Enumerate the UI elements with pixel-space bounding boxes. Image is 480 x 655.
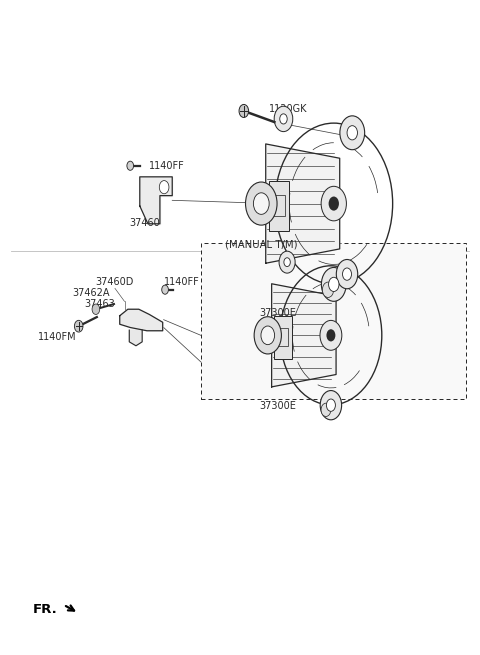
Circle shape bbox=[321, 403, 331, 417]
Circle shape bbox=[162, 285, 168, 294]
Polygon shape bbox=[272, 284, 336, 387]
Text: 37462A: 37462A bbox=[72, 288, 110, 298]
Circle shape bbox=[322, 267, 346, 301]
Polygon shape bbox=[140, 177, 172, 224]
Circle shape bbox=[245, 182, 277, 225]
Circle shape bbox=[340, 116, 365, 150]
Text: 1140FF: 1140FF bbox=[149, 161, 185, 171]
Text: 1120GK: 1120GK bbox=[269, 103, 307, 113]
Text: 1140FF: 1140FF bbox=[164, 277, 199, 287]
Bar bbox=[278, 328, 288, 346]
Text: 1140FM: 1140FM bbox=[38, 332, 77, 342]
Polygon shape bbox=[129, 330, 142, 346]
Bar bbox=[273, 195, 285, 217]
Circle shape bbox=[321, 186, 347, 221]
FancyBboxPatch shape bbox=[274, 316, 292, 359]
Circle shape bbox=[323, 282, 334, 297]
Circle shape bbox=[280, 114, 287, 124]
Text: (MANUAL T/M): (MANUAL T/M) bbox=[225, 239, 297, 250]
Circle shape bbox=[274, 106, 293, 132]
Circle shape bbox=[336, 259, 358, 289]
Text: 37300E: 37300E bbox=[260, 401, 297, 411]
Circle shape bbox=[284, 258, 290, 267]
Circle shape bbox=[326, 399, 336, 411]
Circle shape bbox=[279, 251, 295, 273]
Polygon shape bbox=[266, 144, 340, 263]
Circle shape bbox=[326, 329, 336, 341]
Text: FR.: FR. bbox=[33, 603, 57, 616]
Circle shape bbox=[253, 193, 269, 214]
Circle shape bbox=[254, 317, 281, 354]
Circle shape bbox=[320, 320, 342, 350]
FancyBboxPatch shape bbox=[269, 181, 289, 231]
Circle shape bbox=[343, 268, 351, 280]
Text: 37460: 37460 bbox=[129, 218, 160, 228]
Text: 37463: 37463 bbox=[84, 299, 115, 309]
Text: 37460D: 37460D bbox=[96, 277, 134, 287]
Circle shape bbox=[159, 181, 169, 194]
Circle shape bbox=[127, 161, 133, 170]
Circle shape bbox=[329, 196, 339, 211]
Circle shape bbox=[347, 126, 358, 140]
Polygon shape bbox=[120, 309, 163, 331]
Bar bbox=[201, 243, 466, 400]
Circle shape bbox=[92, 304, 100, 314]
Circle shape bbox=[261, 326, 275, 345]
Circle shape bbox=[74, 320, 83, 332]
Circle shape bbox=[329, 277, 339, 291]
Text: 37300E: 37300E bbox=[260, 308, 297, 318]
Circle shape bbox=[320, 390, 342, 420]
Circle shape bbox=[239, 104, 249, 117]
